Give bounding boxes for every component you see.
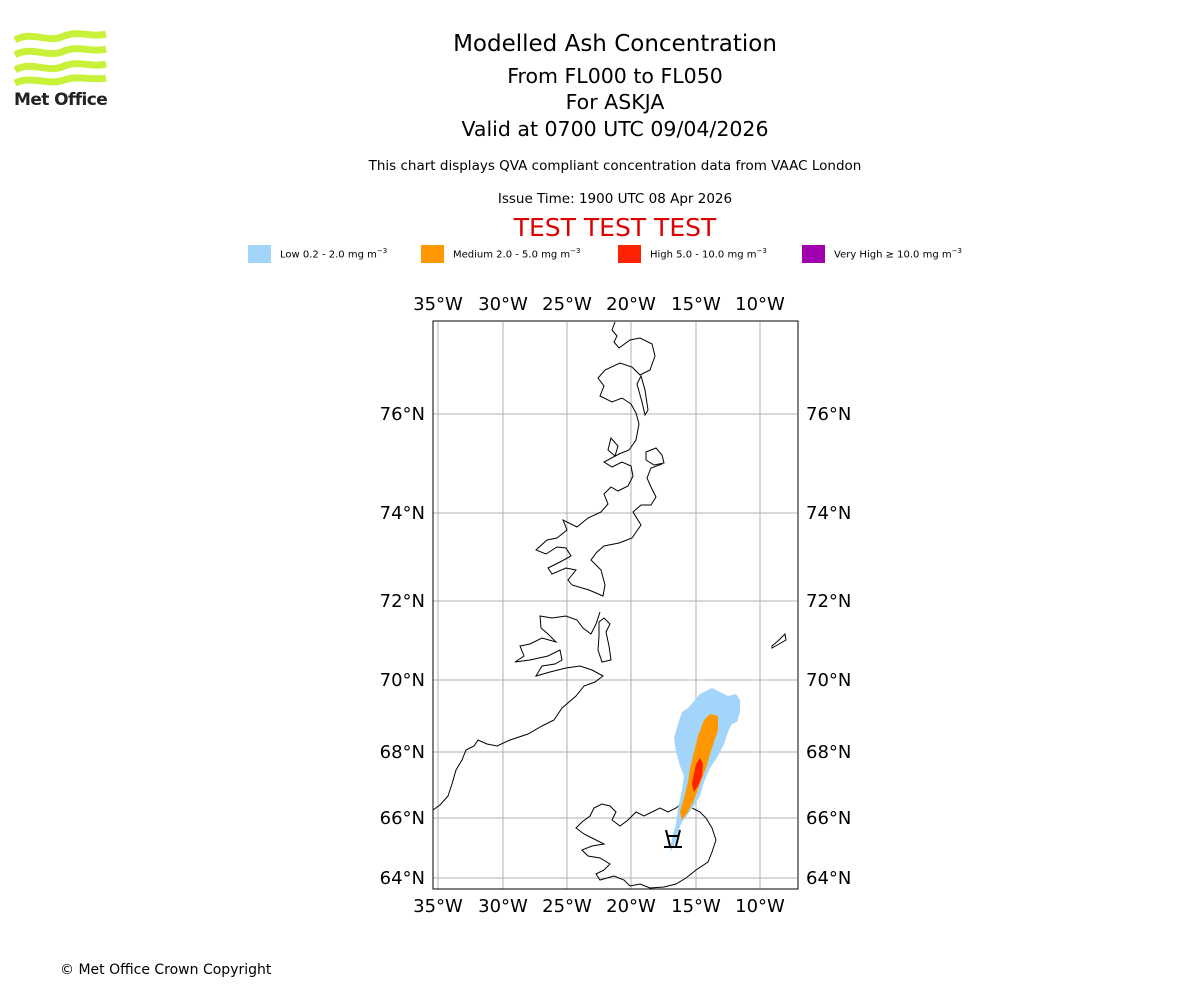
lat-label: 68°N (806, 742, 851, 763)
iceland-coast (575, 799, 717, 889)
jan-mayen (771, 632, 787, 649)
lon-labels-bottom: 35°W 30°W 25°W 20°W 15°W 10°W (413, 896, 785, 917)
legend-label-high: High 5.0 - 10.0 mg m (650, 249, 757, 261)
flight-levels: From FL000 to FL050 (507, 64, 723, 88)
lat-labels-left: 76°N 74°N 72°N 70°N 68°N 66°N 64°N (380, 404, 425, 889)
valid-time: Valid at 0700 UTC 09/04/2026 (461, 117, 769, 141)
volcano-name: For ASKJA (565, 90, 665, 114)
lon-label: 10°W (735, 294, 785, 315)
greenland-island (645, 447, 665, 466)
volcano-marker-icon (664, 829, 682, 848)
lat-label: 76°N (806, 404, 851, 425)
legend-item-very-high: Very High ≥ 10.0 mg m−3 (802, 244, 962, 264)
lat-label: 64°N (806, 868, 851, 889)
copyright: © Met Office Crown Copyright (60, 962, 272, 978)
lon-label: 20°W (606, 896, 656, 917)
lon-label: 20°W (606, 294, 656, 315)
greenland-coast (535, 321, 663, 597)
lat-label: 72°N (380, 591, 425, 612)
issue-time: Issue Time: 1900 UTC 08 Apr 2026 (497, 191, 733, 207)
legend-item-medium: Medium 2.0 - 5.0 mg m−3 (421, 244, 580, 264)
ash-high-area (692, 758, 703, 792)
lon-labels-top: 35°W 30°W 25°W 20°W 15°W 10°W (413, 294, 785, 315)
test-banner: TEST TEST TEST (513, 213, 717, 242)
lat-label: 70°N (380, 670, 425, 691)
lon-label: 35°W (413, 896, 463, 917)
lat-label: 76°N (380, 404, 425, 425)
lon-label: 25°W (542, 294, 592, 315)
lat-label: 74°N (806, 503, 851, 524)
legend-label-medium: Medium 2.0 - 5.0 mg m (453, 249, 571, 261)
chart-title: Modelled Ash Concentration (453, 31, 777, 57)
lon-label: 15°W (671, 294, 721, 315)
legend-swatch-high (618, 245, 641, 263)
lat-label: 72°N (806, 591, 851, 612)
logo-text: Met Office (14, 90, 108, 110)
map-frame (432, 320, 799, 890)
ash-plume (664, 688, 740, 852)
lon-label: 35°W (413, 294, 463, 315)
greenland-fjord-1 (597, 617, 612, 663)
legend-label-very-high: Very High ≥ 10.0 mg m (834, 249, 952, 261)
lat-labels-right: 76°N 74°N 72°N 70°N 68°N 66°N 64°N (806, 404, 851, 889)
lon-label: 10°W (735, 896, 785, 917)
lat-label: 66°N (380, 808, 425, 829)
legend-swatch-low (248, 245, 271, 263)
coastlines (432, 321, 787, 889)
legend-swatch-medium (421, 245, 444, 263)
lon-label: 30°W (478, 294, 528, 315)
met-office-logo: Met Office (13, 30, 108, 112)
legend-item-low: Low 0.2 - 2.0 mg m−3 (248, 244, 387, 264)
lon-label: 25°W (542, 896, 592, 917)
lat-label: 70°N (806, 670, 851, 691)
greenland-coast-south (432, 611, 604, 811)
greenland-fjord-2 (607, 436, 619, 457)
met-office-waves-icon (13, 30, 107, 87)
gridlines (433, 322, 797, 889)
greenland-island-2 (636, 374, 649, 417)
lat-label: 64°N (380, 868, 425, 889)
lat-label: 66°N (806, 808, 851, 829)
chart-description: This chart displays QVA compliant concen… (368, 158, 862, 174)
legend-item-high: High 5.0 - 10.0 mg m−3 (618, 244, 767, 264)
lon-label: 30°W (478, 896, 528, 917)
lon-label: 15°W (671, 896, 721, 917)
lat-label: 74°N (380, 503, 425, 524)
legend-label-low: Low 0.2 - 2.0 mg m (280, 249, 377, 261)
legend-swatch-very-high (802, 245, 825, 263)
lat-label: 68°N (380, 742, 425, 763)
